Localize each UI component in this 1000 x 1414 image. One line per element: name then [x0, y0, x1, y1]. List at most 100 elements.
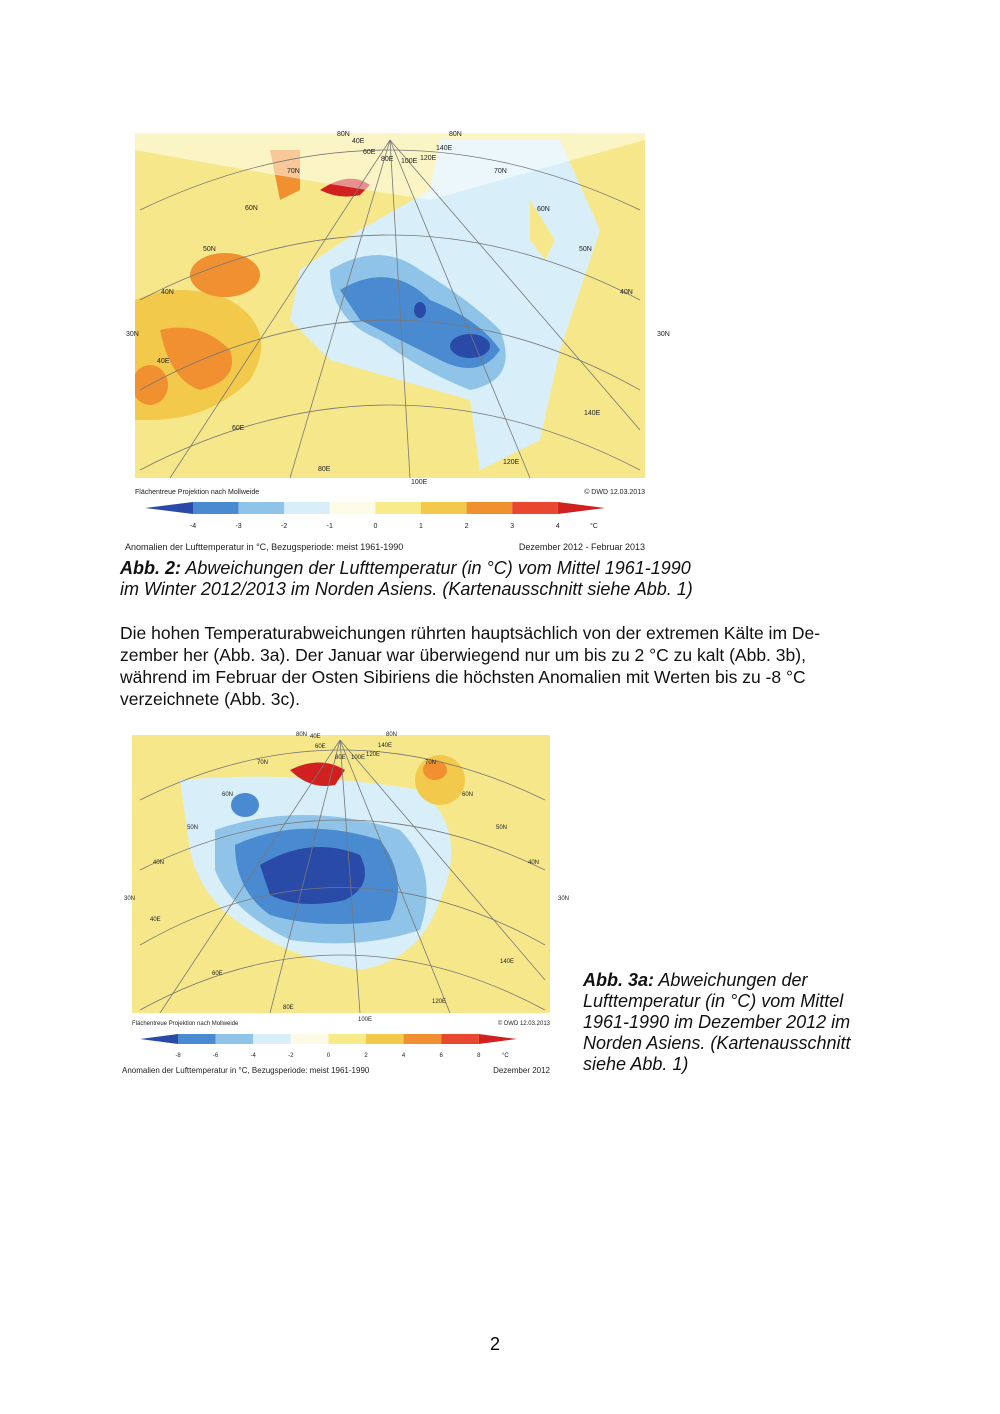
caption-line: Abweichungen der Lufttemperatur (in °C) … — [185, 558, 691, 578]
legend-title: Anomalien der Lufttemperatur in °C, Bezu… — [125, 542, 403, 552]
caption-line: Lufttemperatur (in °C) vom Mittel — [583, 991, 844, 1011]
colorbar-tick: 1 — [419, 523, 423, 530]
grid-label: 40N — [528, 860, 539, 866]
grid-label: 100E — [358, 1017, 372, 1023]
caption-2: Abb. 3a: Abweichungen der Lufttemperatur … — [583, 970, 850, 1075]
grid-label: 30N — [126, 331, 139, 338]
credit: © DWD 12.03.2013 — [584, 488, 645, 496]
colorbar-tick: 0 — [373, 523, 377, 530]
grid-label: 60E — [212, 971, 223, 977]
colorbar-arrow — [140, 1034, 178, 1044]
grid-label: 60N — [537, 206, 550, 213]
colorbar-segment — [253, 1034, 291, 1044]
colorbar-tick: -2 — [281, 523, 287, 530]
colorbar-unit: °C — [502, 1053, 509, 1059]
colorbar-segment — [193, 502, 239, 514]
text-line: Die hohen Temperaturabweichungen rührten… — [120, 623, 821, 643]
grid-label: 80E — [381, 156, 394, 163]
grid-label: 40E — [310, 734, 321, 740]
colorbar-arrow — [557, 502, 605, 514]
map-1 — [135, 133, 645, 478]
colorbar-tick: 0 — [327, 1053, 331, 1059]
colorbar-tick: -6 — [213, 1053, 219, 1059]
colorbar-tick: 2 — [364, 1053, 368, 1059]
period: Dezember 2012 — [493, 1066, 550, 1075]
colorbar-segment — [441, 1034, 479, 1044]
colorbar-tick: -8 — [175, 1053, 181, 1059]
grid-label: 60N — [245, 205, 258, 212]
page-number: 2 — [490, 1334, 501, 1354]
grid-label: 80N — [386, 732, 397, 738]
grid-label: 60E — [232, 425, 245, 432]
caption-label: Abb. 2: — [120, 558, 181, 578]
grid-label: 100E — [411, 479, 428, 486]
colorbar-tick: 8 — [477, 1053, 481, 1059]
colorbar-tick: 4 — [402, 1053, 406, 1059]
grid-label: 140E — [436, 145, 453, 152]
grid-label: 100E — [351, 755, 365, 761]
grid-label: 50N — [203, 246, 216, 253]
caption-1: Abb. 2: Abweichungen der Lufttemperatur … — [120, 558, 693, 600]
colorbar-segment — [375, 502, 421, 514]
colorbar-tick: -2 — [288, 1053, 294, 1059]
map-2 — [132, 735, 550, 1013]
colorbar-segment — [328, 1034, 366, 1044]
grid-label: 120E — [503, 459, 520, 466]
grid-label: 140E — [584, 410, 601, 417]
colorbar-segment — [290, 1034, 329, 1044]
caption-line: im Winter 2012/2013 im Norden Asiens. (K… — [120, 579, 693, 599]
colorbar-tick: 3 — [510, 523, 514, 530]
grid-label: 100E — [401, 158, 418, 165]
grid-label: 40N — [620, 289, 633, 296]
colorbar-segment — [238, 502, 285, 514]
text-line: verzeichnete (Abb. 3c). — [120, 689, 300, 709]
grid-label: 80N — [296, 732, 307, 738]
grid-label: 30N — [657, 331, 670, 338]
grid-label: 70N — [425, 760, 436, 766]
grid-label: 30N — [124, 896, 135, 902]
grid-label: 60E — [315, 744, 326, 750]
colorbar-segment — [178, 1034, 216, 1044]
grid-label: 40N — [161, 289, 174, 296]
colorbar-tick: -4 — [251, 1053, 257, 1059]
text-line: zember her (Abb. 3a). Der Januar war übe… — [120, 645, 806, 665]
colorbar-arrow — [478, 1034, 517, 1044]
grid-label: 120E — [420, 155, 437, 162]
paragraph: Die hohen Temperaturabweichungen rührten… — [120, 622, 820, 710]
grid-label: 30N — [558, 896, 569, 902]
caption-line: siehe Abb. 1) — [583, 1054, 689, 1074]
projection-note: Flächentreue Projektion nach Mollweide — [135, 489, 259, 496]
colorbar-tick: 6 — [440, 1053, 444, 1059]
grid-label: 50N — [187, 825, 198, 831]
colorbar-segment — [284, 502, 330, 514]
grid-label: 60N — [462, 792, 473, 798]
grid-label: 40E — [157, 358, 170, 365]
grid-label: 80N — [337, 131, 350, 138]
projection-note: Flächentreue Projektion nach Mollweide — [132, 1021, 239, 1027]
caption-line: Abweichungen der — [658, 970, 808, 990]
colorbar-segment — [512, 502, 558, 514]
grid-label: 60E — [363, 149, 376, 156]
colorbar-segment — [466, 502, 513, 514]
colorbar-unit: °C — [590, 522, 598, 530]
colorbar-segment — [403, 1034, 442, 1044]
grid-label: 70N — [494, 168, 507, 175]
colorbar-arrow — [145, 502, 193, 514]
grid-label: 40E — [150, 917, 161, 923]
caption-label: Abb. 3a: — [583, 970, 655, 990]
grid-label: 120E — [366, 752, 380, 758]
caption-line: 1961-1990 im Dezember 2012 im — [583, 1012, 851, 1032]
caption-line: Norden Asiens. (Kartenausschnitt — [583, 1033, 851, 1053]
grid-label: 70N — [257, 760, 268, 766]
period: Dezember 2012 - Februar 2013 — [519, 542, 645, 552]
grid-label: 140E — [378, 743, 392, 749]
grid-label: 80E — [283, 1005, 294, 1011]
grid-label: 70N — [287, 168, 300, 175]
grid-label: 80N — [449, 131, 462, 138]
grid-label: 120E — [432, 999, 446, 1005]
legend-title: Anomalien der Lufttemperatur in °C, Bezu… — [122, 1066, 370, 1075]
colorbar-segment — [215, 1034, 254, 1044]
colorbar-segment — [421, 502, 467, 514]
